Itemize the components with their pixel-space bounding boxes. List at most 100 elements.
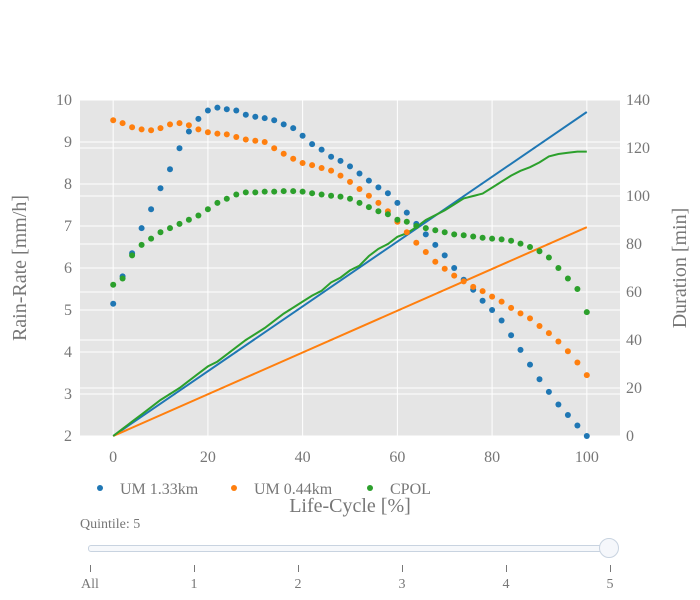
point-um-0-44km: [574, 359, 581, 366]
slider-step-label[interactable]: 4: [502, 577, 510, 592]
point-cpol: [242, 189, 249, 196]
point-um-0-44km: [309, 162, 316, 169]
point-um-0-44km: [337, 172, 344, 179]
point-um-1-33km: [290, 125, 297, 132]
point-um-1-33km: [432, 241, 439, 248]
point-um-0-44km: [365, 192, 372, 199]
point-cpol: [460, 232, 467, 239]
point-cpol: [365, 204, 372, 211]
point-um-1-33km: [223, 106, 230, 113]
x-tick-label: 0: [109, 449, 117, 466]
legend-item-cpol[interactable]: CPOL: [367, 481, 431, 498]
point-cpol: [451, 231, 458, 238]
point-cpol: [574, 286, 581, 292]
point-um-1-33km: [479, 297, 486, 304]
point-um-0-44km: [470, 283, 477, 290]
point-um-0-44km: [233, 134, 240, 140]
point-cpol: [271, 188, 278, 195]
legend-item-um-1-33km[interactable]: UM 1.33km: [97, 481, 199, 498]
slider-step-label[interactable]: 5: [606, 577, 614, 592]
line-um-0-44km-duration: [112, 226, 588, 437]
y-tick-label: 10: [56, 92, 72, 109]
point-um-0-44km: [176, 120, 183, 127]
point-cpol: [167, 225, 173, 232]
point-um-1-33km: [555, 401, 562, 408]
rain-rate-points: [110, 104, 590, 439]
point-cpol: [110, 281, 117, 288]
y-axis-label: Rain-Rate [mm/h]: [9, 195, 31, 341]
point-um-0-44km: [214, 130, 221, 137]
point-um-0-44km: [280, 150, 287, 157]
y2-tick-label: 0: [626, 428, 634, 445]
point-um-1-33km: [347, 163, 353, 170]
slider-step-label[interactable]: 3: [398, 577, 406, 592]
point-um-1-33km: [536, 376, 543, 383]
point-um-1-33km: [252, 113, 259, 120]
point-um-1-33km: [498, 317, 505, 324]
slider-handle[interactable]: [599, 538, 619, 558]
point-cpol: [337, 193, 344, 200]
point-um-1-33km: [375, 184, 382, 191]
point-um-1-33km: [318, 146, 325, 153]
point-um-1-33km: [508, 332, 515, 339]
y-tick-label: 8: [64, 176, 72, 193]
point-um-0-44km: [564, 348, 571, 355]
y2-tick-label: 100: [626, 188, 650, 205]
y-tick-label: 2: [64, 428, 72, 445]
point-cpol: [214, 199, 221, 206]
point-um-1-33km: [384, 190, 391, 197]
point-cpol: [583, 309, 590, 316]
point-cpol: [403, 218, 410, 225]
y2-axis-ticks: 0 20 40 60 80 100 120 140: [626, 92, 650, 445]
point-um-0-44km: [299, 160, 306, 166]
point-um-1-33km: [527, 361, 533, 368]
point-um-0-44km: [583, 372, 590, 379]
point-cpol: [138, 241, 145, 248]
point-um-1-33km: [204, 107, 211, 114]
x-axis-label: Life-Cycle [%]: [289, 495, 411, 517]
y2-tick-label: 120: [626, 140, 650, 157]
slider-step-label[interactable]: 1: [190, 577, 198, 592]
point-um-1-33km: [356, 170, 363, 177]
slider-step-label[interactable]: 2: [294, 577, 302, 592]
point-um-0-44km: [157, 125, 164, 132]
point-um-0-44km: [129, 124, 136, 131]
point-cpol: [119, 275, 126, 282]
slider-tick: [298, 565, 299, 572]
point-um-0-44km: [555, 338, 562, 345]
point-um-0-44km: [138, 126, 145, 133]
legend-item-um-0-44km[interactable]: UM 0.44km: [231, 481, 333, 498]
point-um-1-33km: [489, 307, 496, 313]
y2-tick-label: 80: [626, 236, 642, 253]
point-um-0-44km: [328, 167, 335, 174]
point-cpol: [470, 233, 477, 240]
legend-label: UM 0.44km: [254, 481, 333, 498]
point-um-0-44km: [148, 127, 155, 134]
point-cpol: [290, 188, 297, 195]
slider-label: Quintile: 5: [80, 517, 141, 532]
point-cpol: [328, 192, 335, 199]
point-um-0-44km: [347, 178, 353, 185]
point-cpol: [422, 225, 429, 232]
point-um-0-44km: [167, 121, 173, 128]
legend-marker: [97, 485, 103, 491]
slider-step-label[interactable]: All: [81, 577, 99, 592]
point-um-0-44km: [403, 229, 410, 236]
slider-track[interactable]: [88, 545, 610, 552]
point-um-0-44km: [441, 265, 448, 272]
y2-tick-label: 60: [626, 284, 642, 301]
y-tick-label: 6: [64, 260, 72, 277]
y-tick-label: 5: [64, 302, 72, 319]
point-cpol: [555, 265, 562, 271]
point-cpol: [545, 254, 552, 261]
point-um-0-44km: [422, 249, 429, 255]
point-um-0-44km: [517, 310, 524, 317]
point-cpol: [527, 244, 533, 250]
point-cpol: [157, 229, 164, 236]
legend: UM 1.33km UM 0.44km CPOL: [97, 481, 431, 498]
y-tick-label: 4: [64, 344, 72, 361]
point-cpol: [441, 229, 448, 236]
point-um-0-44km: [261, 139, 268, 145]
point-um-0-44km: [545, 330, 552, 337]
y-tick-label: 9: [64, 134, 72, 151]
